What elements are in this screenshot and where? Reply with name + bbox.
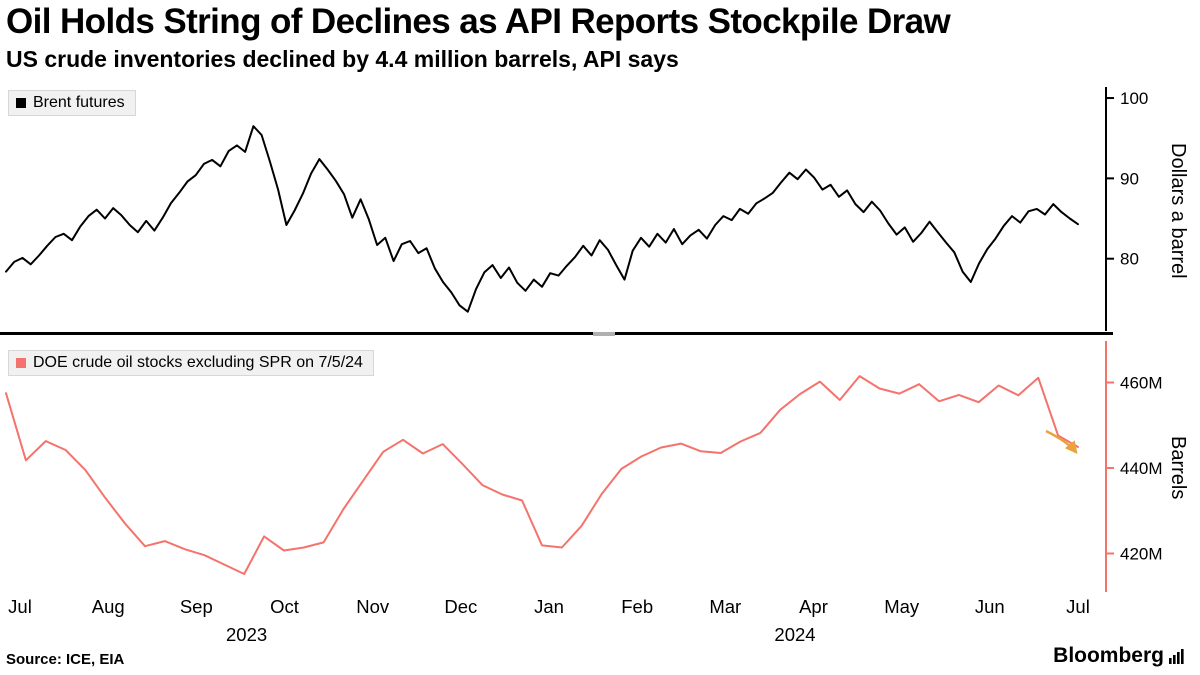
- x-tick-label: Feb: [621, 596, 653, 617]
- x-tick-label: Apr: [799, 596, 828, 617]
- brent-legend-label: Brent futures: [33, 94, 125, 111]
- stocks-legend-swatch: [16, 358, 26, 368]
- source-attribution: Source: ICE, EIA: [6, 651, 125, 668]
- x-tick-label: Sep: [180, 596, 213, 617]
- brent-legend[interactable]: Brent futures: [8, 90, 136, 116]
- y-tick-label: 440M: [1120, 459, 1163, 478]
- stocks-legend-label: DOE crude oil stocks excluding SPR on 7/…: [33, 354, 363, 371]
- bloomberg-logo-text: Bloomberg: [1053, 644, 1164, 667]
- x-tick-label: Nov: [356, 596, 390, 617]
- brent-series-line: [5, 125, 1079, 313]
- x-year-label: 2023: [226, 624, 267, 645]
- separator-drag-handle[interactable]: [593, 332, 615, 336]
- brent-y-axis-title: Dollars a barrel: [1167, 143, 1189, 279]
- x-tick-label: Aug: [92, 596, 125, 617]
- page-title: Oil Holds String of Declines as API Repo…: [6, 2, 951, 41]
- bloomberg-logo-bars-icon: [1169, 649, 1184, 664]
- x-tick-label: Dec: [444, 596, 477, 617]
- x-tick-label: Oct: [270, 596, 299, 617]
- y-tick-label: 420M: [1120, 545, 1163, 564]
- x-tick-label: Jul: [8, 596, 32, 617]
- y-tick-label: 460M: [1120, 373, 1163, 392]
- y-tick-label: 100: [1120, 89, 1148, 108]
- y-tick-label: 80: [1120, 250, 1139, 269]
- page-subtitle: US crude inventories declined by 4.4 mil…: [6, 46, 679, 72]
- x-tick-label: Jan: [534, 596, 564, 617]
- stocks-series-line: [5, 375, 1079, 575]
- stockpile-draw-arrow-icon: [1045, 429, 1078, 454]
- x-year-label: 2024: [774, 624, 815, 645]
- stocks-legend[interactable]: DOE crude oil stocks excluding SPR on 7/…: [8, 350, 374, 376]
- y-tick-label: 90: [1120, 169, 1139, 188]
- x-tick-label: Jul: [1066, 596, 1090, 617]
- stocks-y-axis-title: Barrels: [1167, 436, 1189, 500]
- brent-legend-swatch: [16, 98, 26, 108]
- x-tick-label: Jun: [975, 596, 1005, 617]
- x-tick-label: May: [884, 596, 920, 617]
- bloomberg-logo: Bloomberg: [1053, 644, 1184, 668]
- x-tick-label: Mar: [709, 596, 741, 617]
